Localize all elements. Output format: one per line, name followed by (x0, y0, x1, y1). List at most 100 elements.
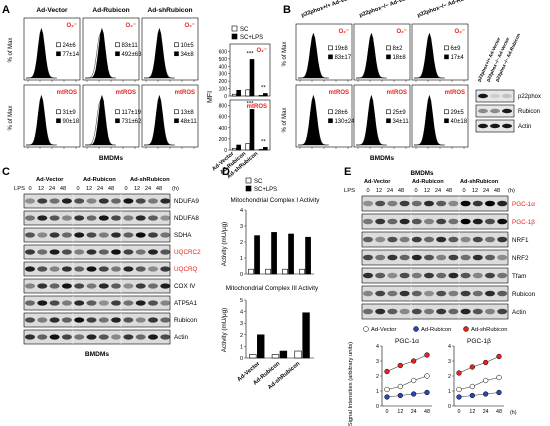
histogram-panel (23, 17, 81, 81)
unit-label: (h) (510, 410, 517, 416)
blot-band (436, 308, 447, 315)
blot-band (86, 317, 97, 323)
blot-band (160, 198, 171, 204)
x-axis-label: BMDMs (99, 155, 124, 162)
blot-band (74, 266, 85, 272)
blot-band (98, 249, 109, 255)
blot-label: NRF2 (512, 255, 529, 262)
ros-tag: mtROS (445, 90, 465, 96)
lps-histogram (144, 94, 175, 146)
y-axis-label: MFI (207, 91, 214, 103)
lps-histogram (26, 27, 57, 79)
time-label: 12 (424, 188, 430, 194)
y-tick-label: 1 (448, 389, 451, 395)
blot-band (148, 215, 158, 221)
unit-label: (h) (172, 186, 179, 192)
significance: *** (246, 101, 254, 107)
blot-band (25, 300, 35, 306)
blot-band (363, 254, 373, 261)
lps-swatch (444, 118, 449, 124)
y-tick-label: 5 (240, 298, 243, 304)
sc-swatch (444, 109, 449, 115)
x-axis-label: BMDMs (370, 155, 395, 162)
y-axis-label: Signal Intensities (arbitrary units) (348, 342, 354, 426)
data-point (411, 391, 417, 397)
series-line (386, 375, 428, 390)
lps-stat: 18±8 (392, 55, 406, 61)
legend-lps: SC+LPS (240, 35, 263, 41)
legend-sc: SC (254, 179, 263, 185)
sc-stat: 83±11 (121, 43, 138, 49)
blot-strip (23, 295, 171, 311)
y-tick-label: 200 (219, 137, 228, 143)
blot-band (448, 308, 459, 315)
lps-stat: 731±62 (121, 119, 142, 125)
time-label: 24 (145, 186, 151, 192)
blot-band (86, 300, 97, 306)
bar (236, 144, 241, 151)
data-point (397, 362, 403, 369)
blot-band (135, 317, 146, 323)
blot-band (375, 236, 386, 243)
blot-band (472, 272, 483, 279)
blot-strip (361, 303, 509, 320)
time-label: 12 (86, 186, 92, 192)
blot-band (375, 308, 386, 315)
blot-band (436, 290, 447, 297)
blot-band (375, 290, 386, 297)
blot-band (74, 198, 85, 204)
sc-stat: 24±6 (62, 43, 76, 49)
y-tick-label: 1 (376, 389, 379, 395)
bar (258, 148, 264, 151)
significance: *** (246, 51, 254, 57)
time-label: 12 (38, 186, 44, 192)
blot-band (411, 254, 422, 261)
blot-label: p22phox (518, 94, 541, 100)
blot-strip (475, 104, 515, 118)
sc-swatch (56, 42, 61, 48)
blot-band (472, 200, 483, 207)
blot-band (148, 232, 158, 238)
y-axis-label: Activity (mU/μg) (221, 308, 228, 353)
data-point (384, 394, 390, 400)
y-axis-label: % of Max (282, 107, 288, 132)
ros-tag: O₂⁻ (67, 23, 78, 29)
panel-letter-e: E (344, 166, 351, 178)
legend-lps: SC+LPS (254, 187, 277, 193)
time-label: 0 (366, 188, 369, 194)
blot-band (123, 334, 134, 340)
ros-tag: mtROS (387, 90, 407, 96)
lps-swatch (444, 54, 449, 60)
data-point (397, 383, 403, 390)
blot-label: PGC-1β (512, 219, 535, 226)
y-tick-label: 2 (376, 374, 379, 380)
x-tick-label: 0 (458, 409, 461, 415)
series-line (458, 356, 500, 374)
y-axis-label: % of Max (282, 41, 288, 66)
column-title: p22phox−/− Ad-Vector (359, 0, 417, 19)
blot-band (399, 272, 410, 279)
blot-band (111, 283, 122, 289)
blot-band (387, 236, 398, 243)
x-tick-label: 24 (483, 409, 489, 415)
blot-band (160, 283, 171, 289)
sc-stat: 13±8 (180, 110, 194, 116)
data-point (496, 353, 502, 360)
blot-strip (23, 210, 171, 226)
blot-band (472, 236, 483, 243)
ros-tag: mtROS (116, 90, 136, 96)
time-label: 24 (435, 188, 441, 194)
blot-band (448, 290, 459, 297)
lps-histogram (356, 32, 387, 79)
panel-letter-d: D (222, 166, 230, 178)
y-axis-label: Activity (mU/μg) (221, 222, 228, 267)
blot-band (123, 266, 134, 272)
lps-swatch (174, 51, 179, 57)
blot-strip (23, 227, 171, 243)
y-tick-label: 3 (448, 359, 451, 365)
data-point (424, 373, 430, 379)
sc-stat: 6±9 (450, 46, 461, 52)
blot-band (497, 290, 508, 297)
bar (263, 93, 268, 97)
